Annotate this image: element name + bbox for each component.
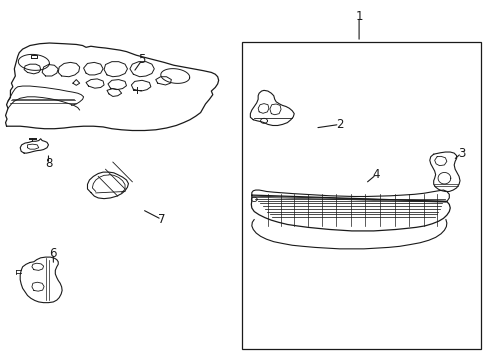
Text: 1: 1 xyxy=(355,10,362,23)
Text: 4: 4 xyxy=(372,168,379,181)
Text: 7: 7 xyxy=(158,213,165,226)
Text: 5: 5 xyxy=(138,53,145,66)
Bar xyxy=(242,42,480,348)
Text: 2: 2 xyxy=(335,118,343,131)
Text: 6: 6 xyxy=(49,247,57,260)
Text: 8: 8 xyxy=(45,157,52,170)
Text: 3: 3 xyxy=(457,147,464,159)
